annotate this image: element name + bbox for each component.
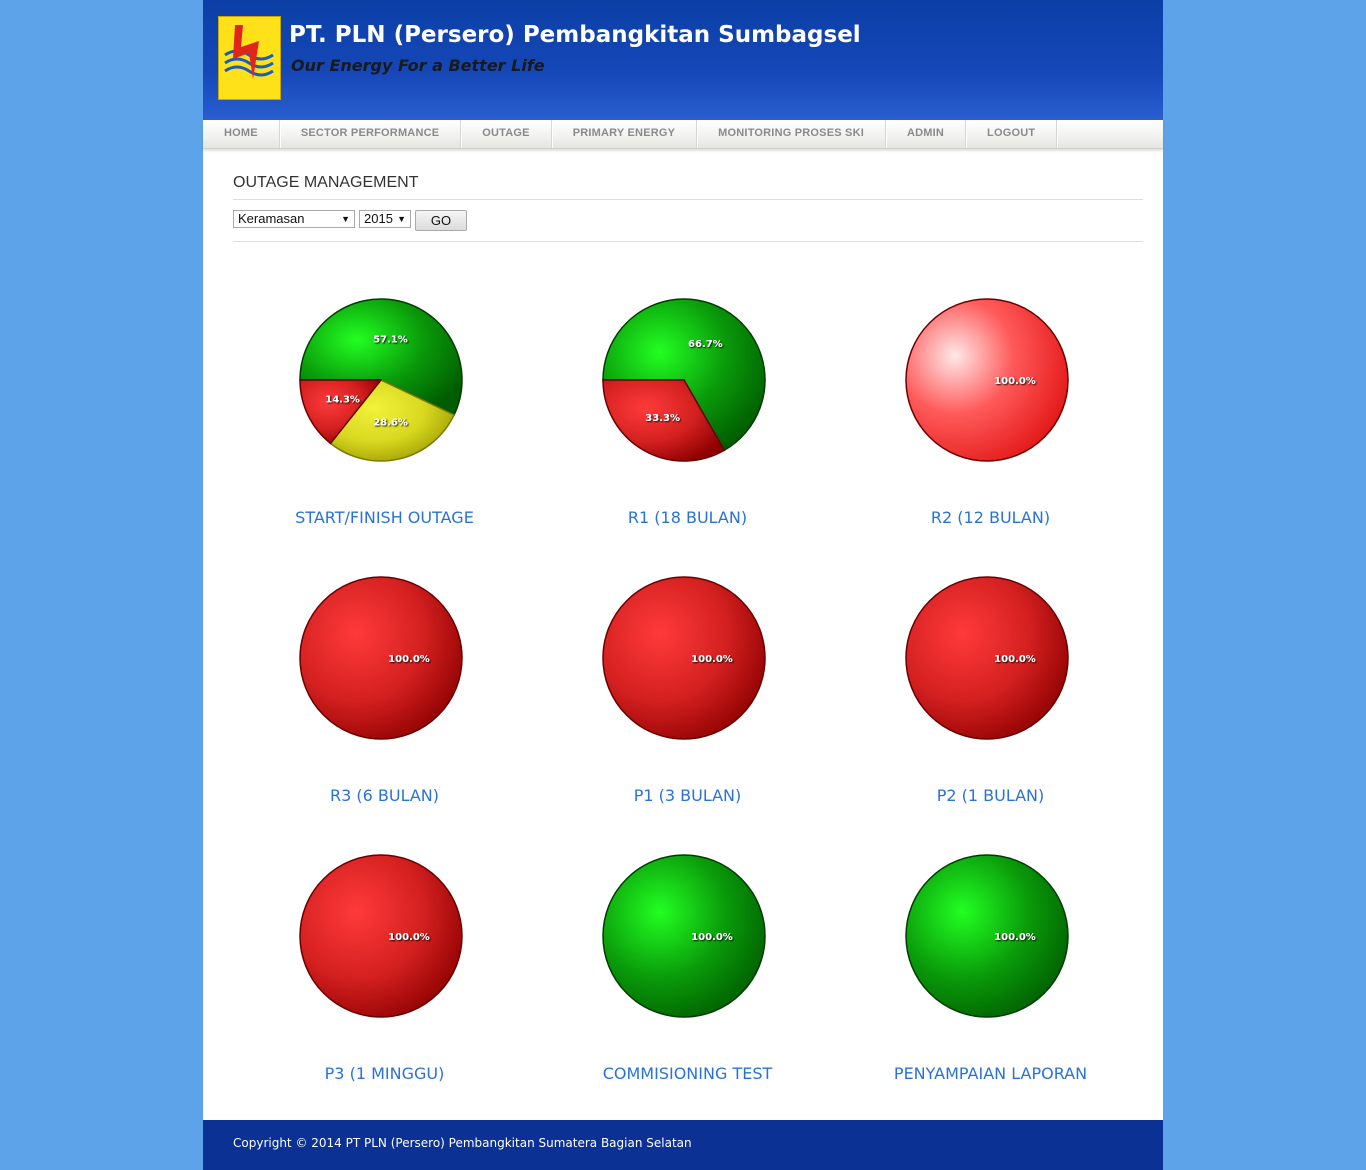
nav-outage[interactable]: OUTAGE [461, 120, 552, 148]
pie-slice-label: 33.3% [645, 413, 680, 424]
chart-title-link[interactable]: P1 (3 BULAN) [633, 786, 742, 805]
lightning-logo-icon [224, 25, 274, 79]
page-title: OUTAGE MANAGEMENT [233, 174, 419, 191]
pie-chart[interactable]: 100.0% [602, 854, 768, 1020]
pie-slice-label: 100.0% [994, 376, 1036, 387]
pie-slice-label: 66.7% [688, 339, 723, 350]
chart-cell: 100.0% P1 (3 BULAN) [536, 558, 839, 836]
pie-slice-red[interactable] [299, 576, 463, 740]
site-tagline: Our Energy For a Better Life [291, 56, 545, 75]
dropdown-arrow-icon: ▼ [341, 214, 350, 224]
chart-title-link[interactable]: COMMISIONING TEST [602, 1064, 773, 1083]
pie-slice-green[interactable] [602, 298, 766, 452]
filter-divider [233, 241, 1143, 242]
chart-title-link[interactable]: PENYAMPAIAN LAPORAN [893, 1064, 1088, 1083]
pie-slice-green[interactable] [299, 298, 463, 416]
pie-slice-label: 14.3% [325, 395, 360, 406]
pie-chart[interactable]: 100.0% [905, 576, 1071, 742]
chart-cell: 100.0% P3 (1 MINGGU) [233, 836, 536, 1114]
nav-sector-performance[interactable]: SECTOR PERFORMANCE [280, 120, 462, 148]
nav-primary-energy[interactable]: PRIMARY ENERGY [552, 120, 698, 148]
chart-title-link[interactable]: P3 (1 MINGGU) [324, 1064, 445, 1083]
chart-cell: 57.1% 28.6% 14.3% START/FINISH OUTAGE [233, 280, 536, 558]
pie-slice-label: 100.0% [691, 654, 733, 665]
chart-cell: 66.7% 33.3% R1 (18 BULAN) [536, 280, 839, 558]
pie-slice-red[interactable] [602, 576, 766, 740]
pie-slice-label: 57.1% [373, 334, 408, 345]
pie-chart[interactable]: 57.1% 28.6% 14.3% [299, 298, 465, 464]
pie-slice-label: 100.0% [994, 932, 1036, 943]
page-container: PT. PLN (Persero) Pembangkitan Sumbagsel… [203, 0, 1163, 1170]
pie-slice-green[interactable] [905, 854, 1069, 1018]
site-header: PT. PLN (Persero) Pembangkitan Sumbagsel… [203, 0, 1163, 120]
main-navbar: HOME SECTOR PERFORMANCE OUTAGE PRIMARY E… [203, 120, 1163, 149]
pie-slice-red[interactable] [299, 379, 383, 445]
pie-chart[interactable]: 100.0% [905, 298, 1071, 464]
pie-slice-red[interactable] [299, 854, 463, 1018]
pln-logo[interactable] [218, 16, 281, 100]
chart-title-link[interactable]: START/FINISH OUTAGE [295, 508, 474, 527]
pie-slice-label: 100.0% [691, 932, 733, 943]
pie-slice-label: 100.0% [388, 654, 430, 665]
chart-cell: 100.0% R2 (12 BULAN) [839, 280, 1142, 558]
chart-title-link[interactable]: P2 (1 BULAN) [936, 786, 1045, 805]
unit-select[interactable]: Keramasan ▼ [233, 210, 355, 228]
chart-title-link[interactable]: R3 (6 BULAN) [329, 786, 439, 805]
title-divider [233, 199, 1143, 200]
pie-chart[interactable]: 100.0% [299, 854, 465, 1020]
chart-title-link[interactable]: R1 (18 BULAN) [627, 508, 748, 527]
go-button[interactable]: GO [415, 210, 467, 231]
unit-select-value: Keramasan [238, 211, 305, 226]
nav-monitoring-proses-ski[interactable]: MONITORING PROSES SKI [697, 120, 886, 148]
pie-chart[interactable]: 100.0% [299, 576, 465, 742]
chart-grid: 57.1% 28.6% 14.3% START/FINISH OUTAGE 66.7% 3… [233, 280, 1143, 1120]
nav-admin[interactable]: ADMIN [886, 120, 967, 148]
chart-cell: 100.0% PENYAMPAIAN LAPORAN [839, 836, 1142, 1114]
pie-slice-label: 28.6% [373, 418, 408, 429]
pie-slice-red[interactable] [602, 379, 726, 462]
site-footer: Copyright © 2014 PT PLN (Persero) Pemban… [203, 1120, 1163, 1170]
chart-cell: 100.0% COMMISIONING TEST [536, 836, 839, 1114]
pie-chart[interactable]: 66.7% 33.3% [602, 298, 768, 464]
nav-home[interactable]: HOME [203, 120, 280, 148]
pie-slice-green[interactable] [602, 854, 766, 1018]
nav-logout[interactable]: LOGOUT [966, 120, 1058, 148]
pie-slice-red[interactable] [905, 298, 1069, 462]
chart-cell: 100.0% R3 (6 BULAN) [233, 558, 536, 836]
year-select-value: 2015 [364, 211, 393, 226]
pie-slice-label: 100.0% [994, 654, 1036, 665]
pie-chart[interactable]: 100.0% [905, 854, 1071, 1020]
pie-chart[interactable]: 100.0% [602, 576, 768, 742]
pie-slice-label: 100.0% [388, 932, 430, 943]
site-title: PT. PLN (Persero) Pembangkitan Sumbagsel [289, 22, 861, 48]
pie-slice-red[interactable] [905, 576, 1069, 740]
dropdown-arrow-icon: ▼ [397, 214, 406, 224]
pie-slice-yellow[interactable] [329, 379, 456, 462]
chart-title-link[interactable]: R2 (12 BULAN) [930, 508, 1051, 527]
copyright-text: Copyright © 2014 PT PLN (Persero) Pemban… [233, 1136, 692, 1150]
chart-cell: 100.0% P2 (1 BULAN) [839, 558, 1142, 836]
year-select[interactable]: 2015 ▼ [359, 210, 411, 228]
